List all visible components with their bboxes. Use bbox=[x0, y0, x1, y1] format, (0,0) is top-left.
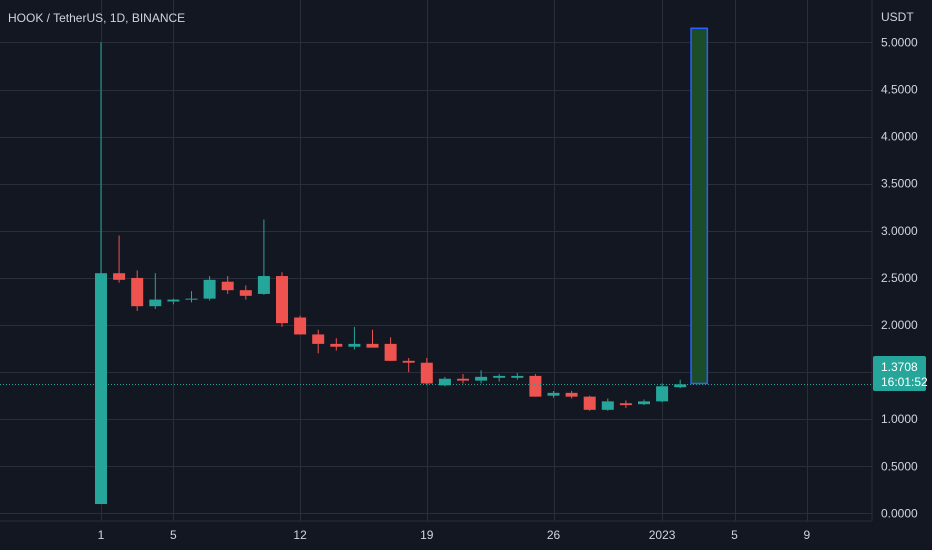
candle-body bbox=[95, 273, 107, 505]
candle-body bbox=[312, 334, 325, 344]
candle-body bbox=[239, 290, 252, 296]
candle-up bbox=[185, 291, 198, 303]
candle-down bbox=[529, 374, 542, 397]
x-tick-label: 5 bbox=[731, 528, 738, 542]
candle-down bbox=[366, 329, 379, 348]
x-tick-label: 26 bbox=[547, 528, 561, 542]
candle-down bbox=[619, 400, 632, 408]
candle-up bbox=[167, 298, 180, 305]
candle-body bbox=[185, 298, 198, 300]
candle-body bbox=[601, 401, 614, 410]
candle-body bbox=[167, 299, 180, 302]
candles bbox=[95, 42, 687, 505]
x-tick-label: 2023 bbox=[649, 528, 676, 542]
candle-up bbox=[95, 42, 107, 505]
candle-up bbox=[511, 373, 524, 380]
y-tick-label: 0.0000 bbox=[881, 506, 918, 520]
current-price-label: 1.3708 bbox=[881, 360, 918, 374]
candle-body bbox=[149, 299, 162, 307]
candle-down bbox=[565, 390, 578, 399]
price-axis: 0.00000.50001.00001.50002.00002.50003.00… bbox=[881, 35, 918, 520]
candle-down bbox=[384, 337, 397, 361]
candle-down bbox=[312, 329, 325, 354]
x-tick-label: 9 bbox=[804, 528, 811, 542]
x-tick-label: 1 bbox=[98, 528, 105, 542]
candle-down bbox=[294, 315, 307, 335]
candle-down bbox=[420, 358, 433, 386]
y-tick-label: 3.5000 bbox=[881, 177, 918, 191]
x-tick-label: 5 bbox=[170, 528, 177, 542]
candle-body bbox=[348, 343, 361, 347]
candle-body bbox=[276, 276, 288, 324]
candle-body bbox=[131, 277, 144, 307]
candle-up bbox=[149, 273, 162, 310]
y-tick-label: 0.5000 bbox=[881, 459, 918, 473]
candle-body bbox=[493, 375, 506, 378]
candle-up bbox=[203, 276, 216, 301]
candle-body bbox=[330, 343, 343, 347]
x-tick-label: 12 bbox=[293, 528, 307, 542]
current-price-tag-bg bbox=[873, 356, 926, 391]
candle-up bbox=[493, 374, 506, 382]
candle-body bbox=[203, 279, 216, 299]
candle-body bbox=[511, 375, 524, 378]
y-tick-label: 1.0000 bbox=[881, 412, 918, 426]
candle-down bbox=[583, 395, 596, 411]
candle-down bbox=[276, 272, 288, 327]
x-tick-label: 19 bbox=[420, 528, 434, 542]
candle-body bbox=[438, 378, 451, 386]
candle-down bbox=[239, 285, 252, 300]
candle-body bbox=[420, 362, 433, 384]
candle-body bbox=[475, 376, 488, 381]
symbol-title: HOOK / TetherUS, 1D, BINANCE bbox=[8, 11, 186, 25]
candle-body bbox=[366, 343, 379, 348]
candle-up bbox=[547, 390, 560, 398]
candle-body bbox=[619, 403, 632, 406]
candle-body bbox=[257, 276, 270, 294]
candle-body bbox=[674, 384, 687, 388]
candle-body bbox=[221, 281, 234, 291]
candle-up bbox=[475, 370, 488, 384]
candle-body bbox=[529, 375, 542, 397]
candle-down bbox=[330, 338, 343, 351]
candle-up bbox=[638, 399, 650, 406]
candle-body bbox=[113, 273, 126, 280]
y-tick-label: 5.0000 bbox=[881, 35, 918, 49]
candle-body bbox=[547, 392, 560, 396]
price-axis-unit-label: USDT bbox=[881, 10, 914, 24]
candle-body bbox=[656, 386, 669, 402]
candle-down bbox=[402, 358, 415, 373]
y-tick-label: 4.5000 bbox=[881, 83, 918, 97]
countdown-label: 16:01:52 bbox=[881, 375, 928, 389]
time-axis: 1 5 12 19 26 2023 5 9 bbox=[98, 528, 811, 542]
current-price-tag: 1.3708 16:01:52 bbox=[873, 356, 928, 391]
candle-up bbox=[656, 383, 669, 403]
candle-down bbox=[131, 270, 144, 311]
candle-up bbox=[257, 219, 270, 295]
y-tick-label: 2.0000 bbox=[881, 318, 918, 332]
y-tick-label: 3.0000 bbox=[881, 224, 918, 238]
candle-body bbox=[384, 343, 397, 361]
candle-body bbox=[583, 396, 596, 410]
candle-down bbox=[457, 374, 469, 384]
candle-up bbox=[674, 379, 687, 389]
candle-body bbox=[457, 378, 469, 381]
candle-down bbox=[113, 235, 126, 283]
candle-body bbox=[638, 401, 650, 405]
candle-body bbox=[294, 317, 307, 335]
candle-up bbox=[601, 398, 614, 411]
y-tick-label: 4.0000 bbox=[881, 130, 918, 144]
candle-up bbox=[348, 326, 361, 350]
y-tick-label: 2.5000 bbox=[881, 271, 918, 285]
candle-body bbox=[402, 360, 415, 363]
projection-box bbox=[690, 27, 709, 385]
projection-layer bbox=[690, 27, 709, 385]
candle-body bbox=[565, 392, 578, 397]
candle-down bbox=[221, 276, 234, 294]
